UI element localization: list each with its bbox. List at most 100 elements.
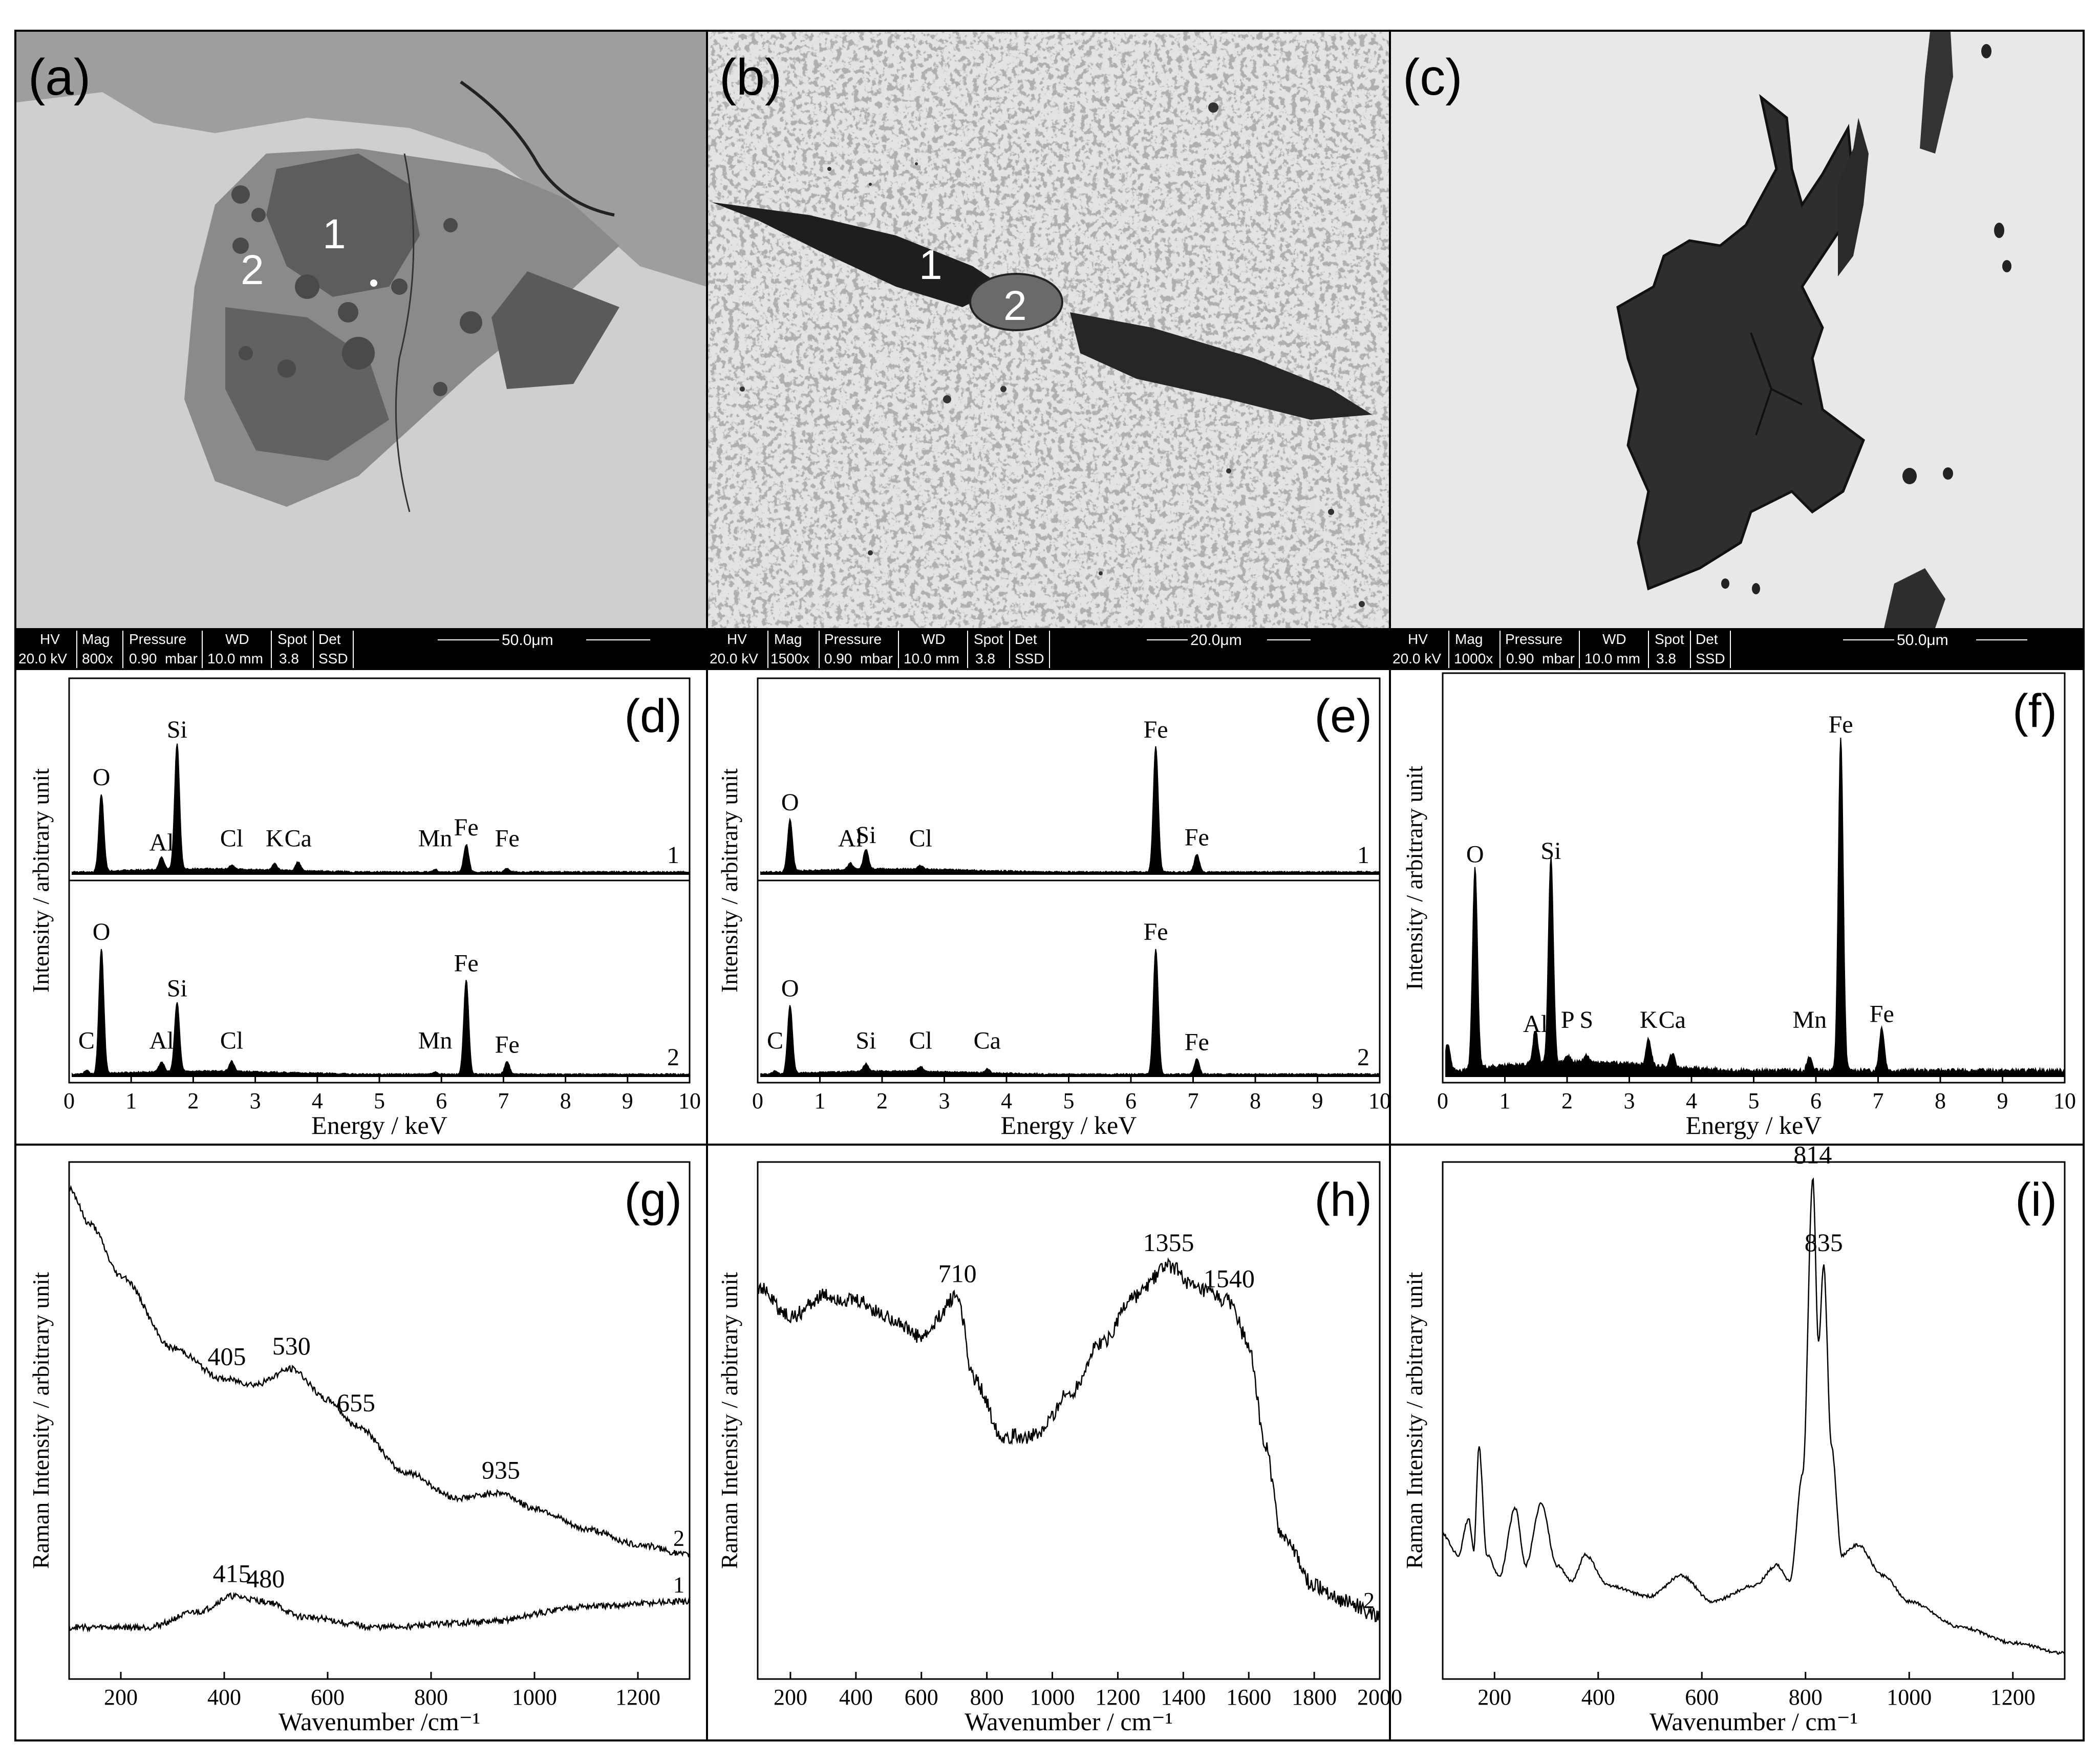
sem-c-specks — [1721, 44, 2011, 594]
chart-i: 200 400 600 800 1000 1200 Wavenumber / cm⁻¹ Ram… — [1401, 1140, 2066, 1736]
peak-label-f: O — [1466, 841, 1484, 868]
x-tick-label-h: 400 — [839, 1685, 873, 1710]
peak-label-g: 415 — [213, 1559, 251, 1587]
peak-label-d: C — [78, 1027, 95, 1055]
x-tick-label-f: 5 — [1748, 1088, 1760, 1113]
peak-label-f: Al — [1523, 1010, 1548, 1038]
peak-label-h: 1355 — [1143, 1228, 1194, 1257]
peak-label-d: Mn — [418, 1027, 453, 1055]
x-tick-label-e: 0 — [752, 1088, 763, 1113]
x-tick-label-d: 1 — [125, 1088, 137, 1113]
svg-text:mbar: mbar — [165, 651, 198, 666]
peak-label-e: Al — [838, 825, 863, 852]
y-axis-label-g: Raman Intensity / arbitrary unit — [28, 1272, 54, 1569]
svg-text:Mag: Mag — [774, 631, 802, 647]
panel-label-h: (h) — [1315, 1174, 1372, 1226]
peak-label-g: 655 — [337, 1388, 375, 1417]
peak-label-g: 530 — [272, 1331, 311, 1360]
peak-label-e: Fe — [1185, 1029, 1209, 1056]
peak-label-e: Fe — [1144, 918, 1168, 945]
x-tick-label-e: 2 — [876, 1088, 888, 1113]
peak-label-f: S — [1579, 1006, 1593, 1034]
panel-label-e: (e) — [1315, 690, 1372, 742]
sem-b-label: (b) — [719, 49, 782, 106]
svg-text:0.90: 0.90 — [129, 651, 157, 666]
x-tick-label-d: 10 — [678, 1088, 701, 1113]
peak-label-d: Cl — [220, 1027, 243, 1055]
peak-label-g: 405 — [208, 1342, 246, 1370]
y-axis-label-f: Intensity / arbitrary unit — [1401, 766, 1427, 990]
x-tick-label-h: 2000 — [1357, 1685, 1402, 1710]
chart-d: 0 1 2 3 4 5 6 7 8 9 10 Energy / keV Intensity / arbi… — [28, 677, 701, 1139]
svg-text:10.0 mm: 10.0 mm — [904, 651, 959, 666]
x-tick-label-g: 400 — [207, 1685, 241, 1710]
spectrum-g-1 — [68, 1591, 691, 1633]
svg-text:HV: HV — [727, 631, 747, 647]
peak-label-d: Fe — [454, 814, 479, 841]
chart-h: 200 400 600 800 1000 1200 1400 1600 1800 2000 Wave… — [716, 1161, 1402, 1736]
sem-a-scale-label: 50.0μm — [502, 632, 553, 649]
svg-text:20.0 kV: 20.0 kV — [710, 651, 758, 666]
svg-text:3.8: 3.8 — [1656, 651, 1676, 666]
peak-label-h: 1540 — [1204, 1264, 1255, 1293]
svg-text:Pressure: Pressure — [824, 631, 882, 647]
x-tick-label-d: 3 — [250, 1088, 261, 1113]
peak-label-d: Fe — [454, 950, 479, 977]
x-tick-label-e: 9 — [1312, 1088, 1323, 1113]
sem-b-scale-label: 20.0μm — [1190, 632, 1242, 649]
panel-label-d: (d) — [625, 690, 682, 742]
x-tick-label-i: 1200 — [1990, 1685, 2036, 1710]
peak-label-f: Fe — [1870, 1001, 1894, 1028]
sem-a-label: (a) — [28, 49, 91, 106]
x-tick-label-g: 1000 — [512, 1685, 557, 1710]
x-axis-label-f: Energy / keV — [1686, 1111, 1822, 1139]
x-tick-label-g: 800 — [414, 1685, 448, 1710]
x-tick-label-f: 4 — [1686, 1088, 1697, 1113]
y-axis-label-e: Intensity / arbitrary unit — [716, 768, 742, 993]
sem-c-info-bar: HV Mag Pressure WD Spot Det 20.0 kV 1000… — [1390, 628, 2083, 670]
series-label-d: 1 — [667, 842, 679, 869]
svg-text:SSD: SSD — [1015, 651, 1044, 666]
svg-text:mbar: mbar — [860, 651, 893, 666]
svg-text:Pressure: Pressure — [129, 631, 186, 647]
sem-a-inclusion-region-1 — [266, 154, 420, 297]
svg-text:SSD: SSD — [318, 651, 348, 666]
x-tick-label-h: 1000 — [1030, 1685, 1075, 1710]
x-tick-label-e: 6 — [1125, 1088, 1137, 1113]
peak-label-d: Si — [167, 975, 187, 1002]
x-tick-label-d: 4 — [312, 1088, 323, 1113]
x-tick-label-i: 200 — [1477, 1685, 1511, 1710]
x-tick-label-f: 7 — [1873, 1088, 1884, 1113]
peak-label-h: 710 — [938, 1259, 977, 1288]
x-tick-label-h: 200 — [774, 1685, 807, 1710]
svg-text:Det: Det — [318, 631, 341, 647]
peak-label-d: O — [93, 764, 111, 791]
peak-label-d: Fe — [495, 825, 520, 852]
peak-label-i: 814 — [1793, 1140, 1832, 1169]
spectrum-d-2 — [72, 949, 691, 1077]
svg-text:HV: HV — [1408, 631, 1428, 647]
x-tick-label-d: 6 — [436, 1088, 447, 1113]
peak-label-f: P — [1561, 1006, 1575, 1034]
svg-text:20.0 kV: 20.0 kV — [1393, 651, 1441, 666]
svg-text:SSD: SSD — [1696, 651, 1725, 666]
svg-text:1000x: 1000x — [1454, 651, 1493, 666]
x-tick-label-g: 200 — [104, 1685, 138, 1710]
peak-label-g: 935 — [482, 1455, 520, 1484]
peak-label-e: Si — [855, 1027, 876, 1055]
sem-b-marker-1: 1 — [919, 242, 943, 288]
peak-label-d: Cl — [220, 825, 243, 852]
plot-frame-i — [1442, 1161, 2066, 1680]
sem-c-sliver — [1920, 32, 1953, 154]
svg-text:Spot: Spot — [974, 631, 1003, 647]
svg-text:Spot: Spot — [1655, 631, 1684, 647]
svg-text:1500x: 1500x — [770, 651, 809, 666]
sem-a-dark-matrix — [16, 32, 706, 287]
peak-label-d: Fe — [495, 1031, 520, 1059]
spectrum-g-2 — [68, 1185, 691, 1558]
svg-text:Spot: Spot — [277, 631, 307, 647]
svg-text:Pressure: Pressure — [1505, 631, 1562, 647]
x-tick-label-h: 1200 — [1095, 1685, 1140, 1710]
